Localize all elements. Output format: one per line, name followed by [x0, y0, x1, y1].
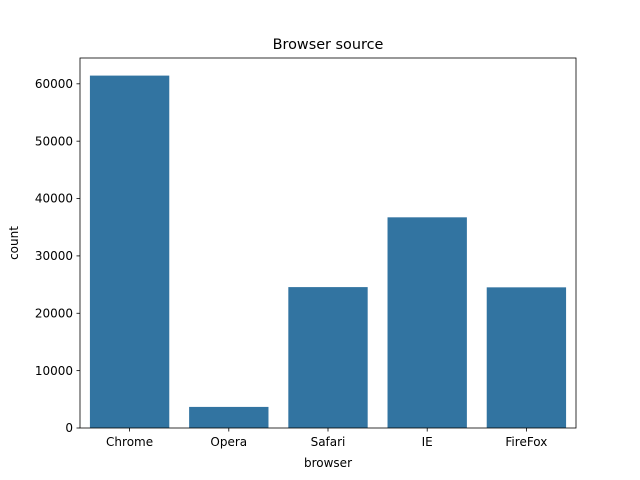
y-tick-label: 30000	[35, 249, 73, 263]
bar-firefox	[486, 287, 567, 428]
x-tick-label: IE	[422, 435, 433, 449]
y-tick-label: 10000	[35, 364, 73, 378]
y-tick-label: 60000	[35, 77, 73, 91]
y-tick-label: 40000	[35, 192, 73, 206]
x-tick-label: Chrome	[106, 435, 153, 449]
bar-ie	[387, 217, 467, 428]
bars-group	[89, 75, 567, 428]
chart-title: Browser source	[273, 37, 384, 53]
y-tick-label: 20000	[35, 306, 73, 320]
x-axis-ticks: Chrome Opera Safari IE FireFox	[106, 428, 547, 449]
x-tick-label: Opera	[210, 435, 247, 449]
x-axis-label: browser	[304, 456, 352, 470]
x-tick-label: Safari	[311, 435, 346, 449]
y-axis-label: count	[7, 226, 21, 260]
bar-safari	[288, 287, 368, 428]
bar-chrome	[89, 75, 170, 428]
y-tick-label: 50000	[35, 134, 73, 148]
y-axis-ticks: 0 10000 20000 30000 40000 50000 60000	[35, 77, 80, 435]
y-tick-label: 0	[65, 421, 73, 435]
plot-frame	[79, 57, 577, 429]
x-tick-label: FireFox	[505, 435, 547, 449]
bar-opera	[189, 406, 269, 428]
